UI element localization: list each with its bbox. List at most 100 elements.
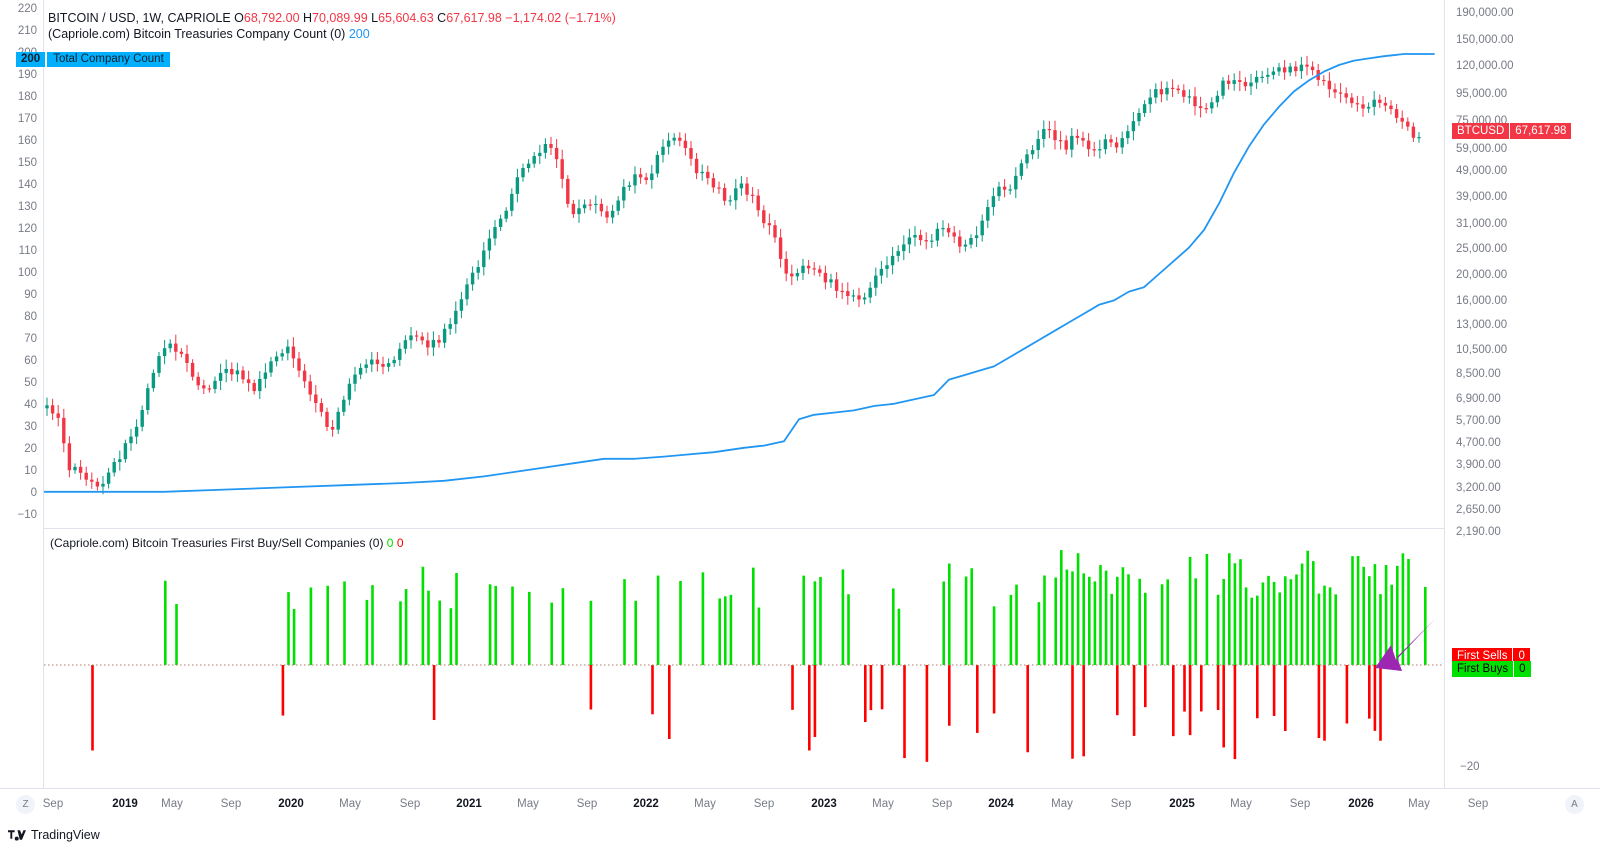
candle-body	[218, 372, 223, 381]
candle-body	[364, 364, 368, 368]
candle-body	[62, 417, 66, 444]
candle-body	[1148, 97, 1152, 105]
candle-body	[801, 265, 805, 273]
histogram-bar-sell	[864, 665, 867, 723]
candle-body	[717, 187, 721, 189]
left-axis-tick: 160	[17, 135, 37, 147]
candle-body	[1400, 117, 1404, 122]
histogram-bar-buy	[1306, 550, 1309, 665]
histogram-bar-buy	[1228, 553, 1231, 665]
candle-body	[1030, 150, 1035, 155]
total-company-count-badge[interactable]: 200 Total Company Count	[16, 52, 170, 67]
candle-body	[890, 255, 895, 266]
candle-body	[980, 220, 984, 236]
subpane-legend[interactable]: (Capriole.com) Bitcoin Treasuries First …	[50, 536, 404, 550]
histogram-bar-buy	[1368, 576, 1371, 665]
btcusd-price-tag[interactable]: BTCUSD 67,617.98	[1452, 123, 1572, 139]
time-axis[interactable]: Z A Sep 2019 May Sep 2020 May Sep 2021 May Sep 202…	[0, 788, 1600, 823]
candle-body	[134, 426, 139, 437]
chart-legend[interactable]: BITCOIN / USD, 1W, CAPRIOLE O68,792.00 H…	[48, 10, 616, 42]
histogram-bar-buy	[634, 600, 637, 665]
legend-row-price[interactable]: BITCOIN / USD, 1W, CAPRIOLE O68,792.00 H…	[48, 10, 616, 26]
candle-body	[655, 154, 660, 174]
candle-body	[728, 200, 732, 202]
histogram-bar-buy	[1110, 593, 1113, 665]
close-value: 67,617.98	[446, 11, 502, 25]
histogram-bar-buy	[1396, 565, 1399, 665]
candle-body	[1310, 66, 1315, 71]
left-axis-tick: 90	[24, 289, 37, 301]
candle-body	[963, 244, 968, 247]
count-badge-title: Total Company Count	[47, 52, 170, 67]
histogram-bar-buy	[455, 573, 458, 665]
histogram-bar-buy	[942, 581, 945, 665]
candle-body	[851, 295, 856, 297]
first-sells-tag[interactable]: First Sells 0	[1452, 648, 1530, 664]
candle-body	[862, 297, 867, 300]
histogram-bar-sell	[976, 665, 979, 733]
legend-row-indicator[interactable]: (Capriole.com) Bitcoin Treasuries Compan…	[48, 26, 616, 42]
histogram-bar-sell	[1368, 665, 1371, 719]
histogram-bar-buy	[1401, 553, 1405, 665]
tradingview-logo[interactable]: TradingView	[8, 824, 100, 846]
time-axis-tick: Sep	[42, 798, 64, 810]
histogram-bar-buy	[1009, 594, 1013, 665]
histogram-bar-sell	[1284, 665, 1287, 731]
candle-body	[1243, 81, 1248, 87]
candle-body	[515, 177, 520, 194]
histogram-bar-buy	[1261, 582, 1265, 665]
candle-body	[521, 168, 525, 178]
right-axis-tick: 20,000.00	[1456, 268, 1508, 281]
candle-body	[762, 210, 766, 224]
time-axis-tick: 2021	[456, 798, 482, 810]
auto-scale-button[interactable]: A	[1565, 795, 1584, 814]
candle-body	[588, 204, 592, 206]
right-price-axis[interactable]: 190,000.00 150,000.00 120,000.00 95,000.00 7…	[1444, 0, 1600, 788]
histogram-bar-buy	[1323, 585, 1326, 665]
zoom-reset-button[interactable]: Z	[16, 795, 35, 814]
main-price-pane[interactable]	[44, 8, 1444, 528]
right-axis-tick: 120,000.00	[1456, 60, 1514, 73]
histogram-bar-buy	[1188, 556, 1192, 665]
histogram-bar-buy	[1116, 576, 1119, 665]
right-axis-tick: 190,000.00	[1456, 7, 1514, 19]
first-buysell-pane[interactable]	[44, 532, 1444, 782]
left-axis-tick: 140	[17, 179, 37, 191]
histogram-bar-sell	[880, 665, 884, 710]
histogram-plot	[44, 550, 1444, 762]
candle-body	[986, 207, 990, 221]
candle-body	[594, 203, 598, 206]
time-axis-tick: Sep	[1110, 798, 1132, 810]
right-axis-tick: 3,200.00	[1456, 481, 1501, 494]
first-buys-tag[interactable]: First Buys 0	[1452, 661, 1531, 677]
candle-body	[185, 353, 189, 363]
candle-body	[274, 356, 279, 362]
candle-body	[1232, 80, 1236, 84]
time-axis-tick: 2024	[988, 798, 1014, 810]
histogram-bar-buy	[757, 607, 761, 665]
first-sells-label: First Sells	[1452, 648, 1513, 664]
candle-body	[1322, 79, 1326, 82]
candle-body	[375, 359, 380, 365]
histogram-bar-buy	[992, 606, 996, 665]
histogram-bar-buy	[421, 566, 425, 665]
candle-body	[1383, 102, 1388, 106]
candle-body	[1081, 137, 1085, 141]
candle-body	[174, 343, 178, 352]
histogram-bar-buy	[175, 604, 178, 665]
left-price-axis[interactable]: 2202102001901801701601501401301201101009…	[0, 0, 44, 788]
candle-body	[308, 381, 312, 395]
candle-body	[1277, 67, 1281, 72]
candle-body	[1238, 80, 1242, 82]
candle-body	[342, 399, 346, 412]
right-axis-tick: 4,700.00	[1456, 437, 1501, 450]
histogram-bar-sell	[668, 665, 671, 740]
histogram-bar-buy	[841, 569, 845, 665]
histogram-bar-buy	[427, 590, 430, 665]
subpane-axis-label: −20	[1460, 761, 1480, 773]
candle-body	[605, 211, 609, 218]
histogram-bar-buy	[1390, 584, 1393, 665]
purple-arrow-annotation[interactable]	[1375, 619, 1435, 671]
candle-body	[918, 234, 923, 241]
